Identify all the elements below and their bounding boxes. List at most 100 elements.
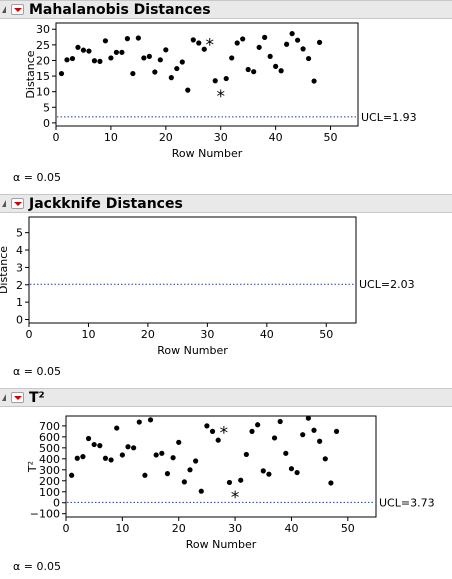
- panel-title: Jackknife Distances: [29, 196, 183, 212]
- data-point: [209, 428, 216, 434]
- t2-panel-header[interactable]: T²: [0, 388, 452, 407]
- data-point: [136, 419, 142, 425]
- data-point: [260, 468, 266, 474]
- data-point: [187, 467, 193, 473]
- alpha-label: α = 0.05: [13, 365, 61, 378]
- data-point: [130, 70, 136, 77]
- ucl-label: UCL=2.03: [359, 278, 415, 291]
- y-tick-label: 100: [39, 486, 60, 499]
- data-point: [317, 438, 323, 444]
- data-point: [245, 66, 251, 73]
- alpha-label: α = 0.05: [13, 171, 61, 184]
- data-point: [108, 55, 114, 61]
- red-triangle-menu-icon[interactable]: [11, 198, 24, 209]
- ucl-label: UCL=1.93: [361, 111, 417, 124]
- data-point: [91, 58, 98, 64]
- data-point: [266, 471, 272, 477]
- data-point: [193, 458, 199, 464]
- data-point: [251, 69, 257, 75]
- y-tick-label: 1: [16, 296, 23, 309]
- data-point: [294, 469, 300, 476]
- disclosure-triangle-icon[interactable]: [2, 394, 6, 401]
- jackknife-panel-header[interactable]: Jackknife Distances: [0, 194, 452, 213]
- disclosure-triangle-icon[interactable]: [2, 200, 6, 207]
- data-point: [152, 69, 158, 75]
- data-point: [243, 451, 249, 458]
- data-point: [142, 472, 148, 478]
- data-point: [86, 48, 92, 54]
- data-point: [159, 450, 165, 456]
- x-tick-label: 50: [319, 328, 333, 341]
- x-tick-label: 50: [341, 522, 355, 535]
- data-point: [170, 455, 176, 461]
- data-point: [249, 428, 255, 434]
- x-tick-label: 0: [26, 328, 33, 341]
- data-point: [108, 457, 114, 463]
- plot-frame: [65, 415, 377, 518]
- x-tick-label: 10: [81, 328, 95, 341]
- data-point: [226, 479, 233, 486]
- data-point: [277, 418, 283, 425]
- data-point: [168, 75, 174, 81]
- data-point: [97, 443, 103, 449]
- x-tick-label: 0: [53, 131, 60, 144]
- y-tick-label: 20: [36, 54, 50, 67]
- panel-title: T²: [29, 390, 45, 406]
- y-tick-label: 600: [39, 431, 60, 444]
- data-point: [256, 44, 262, 50]
- data-point: [146, 53, 152, 59]
- data-point: [147, 417, 154, 423]
- x-tick-label: 20: [159, 131, 173, 144]
- data-point: [255, 422, 261, 428]
- x-tick-label: 40: [269, 131, 283, 144]
- plot-frame: [28, 216, 357, 324]
- y-tick-label: 2: [16, 279, 23, 292]
- data-point: [176, 439, 182, 445]
- outlier-star-point: *: [220, 424, 229, 444]
- y-tick-label: 25: [36, 39, 50, 52]
- data-point: [85, 435, 92, 442]
- y-tick-label: 5: [43, 101, 50, 114]
- data-point: [288, 466, 295, 472]
- y-tick-label: 400: [39, 453, 60, 466]
- data-point: [198, 488, 204, 494]
- x-tick-label: 0: [63, 522, 70, 535]
- disclosure-triangle-icon[interactable]: [2, 6, 6, 13]
- data-point: [125, 444, 131, 450]
- data-point: [229, 55, 235, 61]
- data-point: [311, 78, 317, 84]
- data-point: [91, 441, 97, 448]
- data-point: [58, 70, 65, 77]
- data-point: [113, 49, 119, 55]
- x-tick-label: 10: [104, 131, 118, 144]
- mahalanobis-panel-header[interactable]: Mahalanobis Distances: [0, 0, 452, 19]
- data-point: [179, 59, 185, 65]
- x-tick-label: 30: [228, 522, 242, 535]
- x-tick-label: 40: [260, 328, 274, 341]
- red-triangle-menu-icon[interactable]: [11, 4, 24, 15]
- data-point: [234, 40, 240, 46]
- x-tick-label: 40: [284, 522, 298, 535]
- x-axis-label: Row Number: [172, 147, 243, 160]
- data-point: [204, 423, 210, 429]
- data-point: [305, 415, 311, 421]
- data-point: [164, 471, 171, 477]
- data-point: [300, 432, 306, 438]
- y-tick-label: 700: [39, 420, 60, 433]
- y-tick-label: 10: [36, 86, 50, 99]
- x-tick-label: 30: [214, 131, 228, 144]
- y-tick-label: 15: [36, 70, 50, 83]
- data-point: [75, 44, 81, 50]
- data-point: [300, 46, 306, 52]
- data-point: [119, 452, 125, 458]
- outlier-star-point: *: [205, 35, 214, 55]
- data-point: [311, 427, 317, 433]
- y-tick-label: −100: [30, 508, 60, 521]
- data-point: [223, 75, 229, 82]
- red-triangle-menu-icon[interactable]: [11, 392, 24, 403]
- data-point: [215, 437, 221, 443]
- data-point: [284, 41, 290, 47]
- data-point: [201, 46, 207, 52]
